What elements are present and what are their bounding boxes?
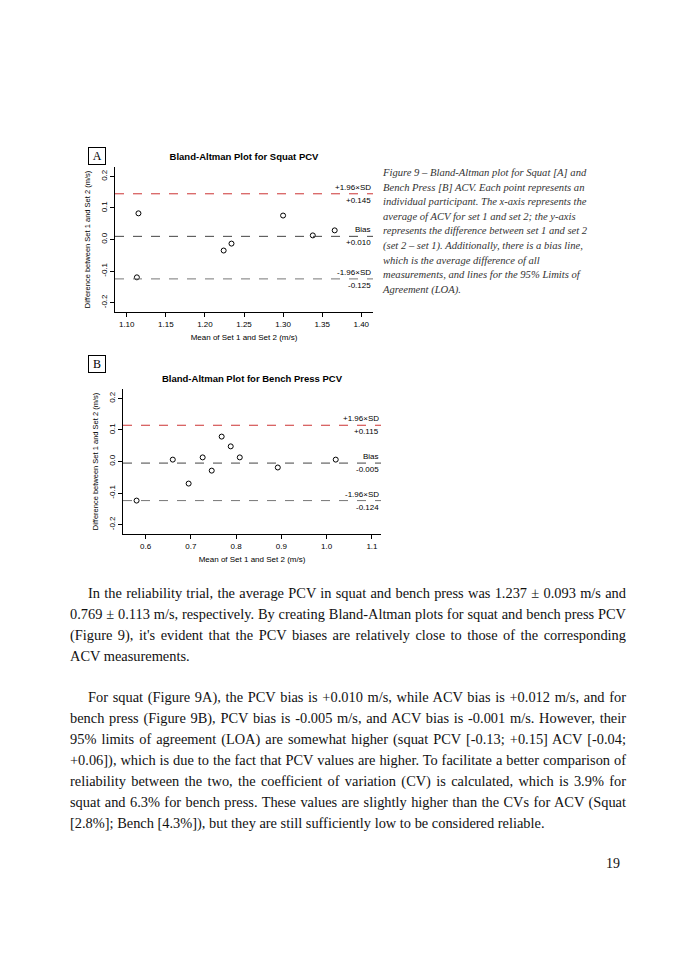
svg-text:-0.124: -0.124 <box>356 503 379 512</box>
svg-text:-0.2: -0.2 <box>108 516 117 530</box>
svg-text:0.6: 0.6 <box>140 542 152 551</box>
svg-text:+1.96×SD: +1.96×SD <box>343 414 379 423</box>
svg-text:Difference between Set 1 and S: Difference between Set 1 and Set 2 (m/s) <box>91 392 100 530</box>
html-text:19: 19 <box>606 856 620 871</box>
svg-text:1.25: 1.25 <box>236 320 252 329</box>
svg-text:+0.115: +0.115 <box>354 427 379 436</box>
svg-text:0.8: 0.8 <box>231 542 243 551</box>
svg-text:-0.2: -0.2 <box>100 294 109 308</box>
svg-text:0.7: 0.7 <box>185 542 197 551</box>
html-text:In the reliability trial, the: In the reliability trial, the average PC… <box>70 585 626 664</box>
svg-text:0.1: 0.1 <box>108 423 117 435</box>
svg-text:1.10: 1.10 <box>119 320 135 329</box>
svg-text:0.2: 0.2 <box>108 391 117 403</box>
svg-text:-1.96×SD: -1.96×SD <box>337 268 371 277</box>
svg-text:0.1: 0.1 <box>100 201 109 213</box>
svg-text:Mean of Set 1 and Set 2 (m/s): Mean of Set 1 and Set 2 (m/s) <box>191 333 298 342</box>
svg-text:+0.010: +0.010 <box>346 238 371 247</box>
svg-text:-0.005: -0.005 <box>356 465 379 474</box>
svg-text:1.20: 1.20 <box>197 320 213 329</box>
svg-text:+0.145: +0.145 <box>346 196 371 205</box>
html-text:Figure 9 – Bland-Altman plot f: Figure 9 – Bland-Altman plot for Squat [… <box>383 167 588 295</box>
svg-text:0.2: 0.2 <box>100 169 109 181</box>
svg-text:Bland-Altman Plot for Squat PC: Bland-Altman Plot for Squat PCV <box>170 151 320 162</box>
svg-text:1.40: 1.40 <box>353 320 369 329</box>
svg-text:1.0: 1.0 <box>321 542 333 551</box>
svg-text:-0.125: -0.125 <box>348 281 371 290</box>
svg-text:1.1: 1.1 <box>366 542 378 551</box>
html-text:For squat (Figure 9A), the PCV: For squat (Figure 9A), the PCV bias is +… <box>70 689 626 831</box>
svg-text:1.35: 1.35 <box>314 320 330 329</box>
svg-text:Bland-Altman Plot for Bench Pr: Bland-Altman Plot for Bench Press PCV <box>162 373 343 384</box>
svg-text:0.0: 0.0 <box>100 232 109 244</box>
svg-text:Bias: Bias <box>355 225 371 234</box>
svg-text:1.30: 1.30 <box>275 320 291 329</box>
svg-text:-1.96×SD: -1.96×SD <box>345 490 379 499</box>
svg-text:Bias: Bias <box>363 452 379 461</box>
svg-text:0.9: 0.9 <box>276 542 288 551</box>
svg-text:Difference between Set 1 and S: Difference between Set 1 and Set 2 (m/s) <box>83 170 92 308</box>
svg-text:Mean of Set 1 and Set 2 (m/s): Mean of Set 1 and Set 2 (m/s) <box>199 555 306 564</box>
svg-text:-0.1: -0.1 <box>100 262 109 276</box>
svg-text:-0.1: -0.1 <box>108 484 117 498</box>
html-text:A: A <box>92 149 102 163</box>
html-text:B: B <box>93 357 101 371</box>
svg-text:0.0: 0.0 <box>108 454 117 466</box>
svg-text:1.15: 1.15 <box>158 320 174 329</box>
svg-text:+1.96×SD: +1.96×SD <box>335 183 371 192</box>
